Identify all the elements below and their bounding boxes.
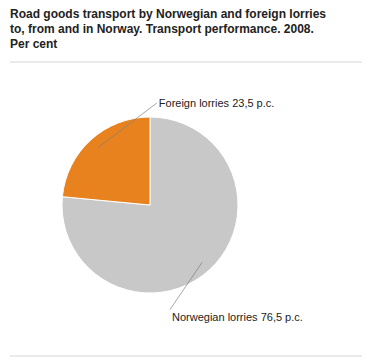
pie — [62, 117, 238, 293]
data-label: Foreign lorries 23,5 p.c. — [159, 97, 275, 109]
leader-line — [98, 103, 157, 148]
title-line: Road goods transport by Norwegian and fo… — [10, 7, 326, 21]
separator — [10, 62, 362, 63]
leader-line — [170, 262, 202, 309]
slice — [62, 117, 238, 293]
title-line: to, from and in Norway. Transport perfor… — [10, 22, 314, 36]
slice — [62, 117, 150, 205]
chart: Road goods transport by Norwegian and fo… — [0, 0, 370, 364]
title-line: Per cent — [10, 37, 57, 51]
labels: Norwegian lorries 76,5 p.c. Foreign lorri… — [98, 97, 303, 323]
data-label: Norwegian lorries 76,5 p.c. — [172, 311, 303, 323]
title: Road goods transport by Norwegian and fo… — [10, 7, 326, 51]
separator — [10, 356, 362, 357]
